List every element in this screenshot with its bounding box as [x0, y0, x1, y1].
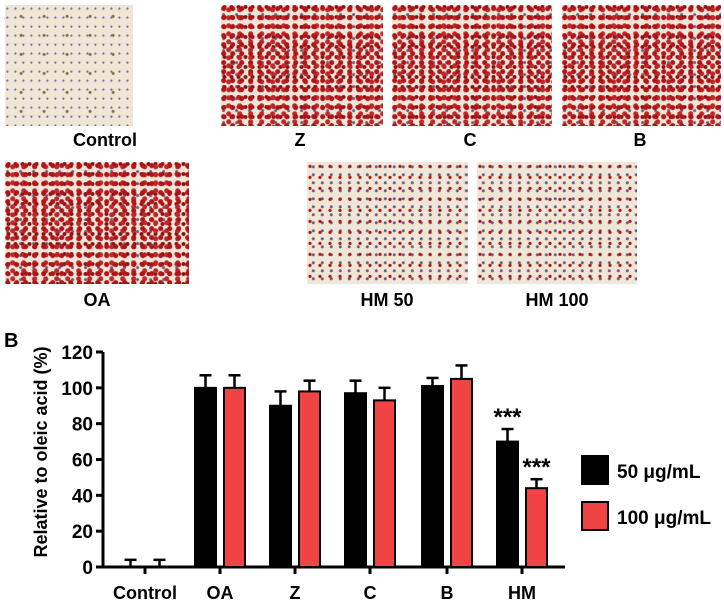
- label-hm100: HM 100: [525, 290, 589, 310]
- panel-b-letter: B: [4, 330, 19, 352]
- label-hm50: HM 50: [360, 290, 414, 310]
- bar-hm-series1: [496, 440, 519, 568]
- bar-chart: 0 20 40 60 80 100 120 Control OA Z C B HM *** 50 μg/mL…: [31, 343, 711, 603]
- legend-swatch: [581, 501, 609, 531]
- y-tick-label: 40: [72, 486, 93, 507]
- x-tick-label: C: [364, 583, 377, 603]
- label-b: B: [633, 130, 647, 150]
- y-tick-label: 60: [72, 451, 93, 472]
- bar-c-series1: [344, 392, 367, 569]
- bar-c-series2: [373, 399, 396, 568]
- bar-b-series2: [450, 377, 473, 568]
- y-tick-label: 80: [72, 415, 93, 436]
- label-z: Z: [294, 130, 306, 150]
- y-tick-label: 0: [82, 558, 93, 579]
- bar-oa-series2: [223, 386, 246, 569]
- micrograph-c: [392, 5, 552, 126]
- micrograph-oa: [5, 162, 189, 284]
- x-tick-label: OA: [207, 583, 234, 603]
- x-tick-label: Z: [290, 583, 301, 603]
- micrograph-hm100: [477, 162, 637, 284]
- label-c: C: [463, 130, 477, 150]
- micrograph-hm50: [307, 162, 468, 284]
- micrograph-control: [5, 5, 133, 126]
- x-tick-label: Control: [113, 583, 177, 603]
- bar-z-series1: [269, 404, 292, 568]
- x-tick-label: HM: [508, 583, 536, 603]
- legend-swatch: [581, 455, 609, 485]
- micrograph-z: [221, 5, 383, 126]
- y-tick-label: 100: [61, 379, 93, 400]
- micrograph-b: [562, 5, 721, 126]
- label-oa: OA: [83, 290, 111, 310]
- bar-hm-series2: [525, 487, 548, 569]
- bar-z-series2: [298, 390, 321, 568]
- bar-b-series1: [421, 385, 444, 568]
- legend-label: 100 μg/mL: [617, 508, 711, 529]
- y-tick-label: 20: [72, 522, 93, 543]
- significance-marker: ***: [493, 404, 522, 431]
- legend-label: 50 μg/mL: [617, 462, 701, 483]
- significance-marker: ***: [522, 454, 551, 481]
- y-axis-label: Relative to oleic acid (%): [31, 346, 51, 557]
- bar-oa-series1: [194, 386, 217, 569]
- x-tick-label: B: [441, 583, 454, 603]
- y-tick-label: 120: [61, 343, 93, 364]
- label-control: Control: [73, 130, 137, 150]
